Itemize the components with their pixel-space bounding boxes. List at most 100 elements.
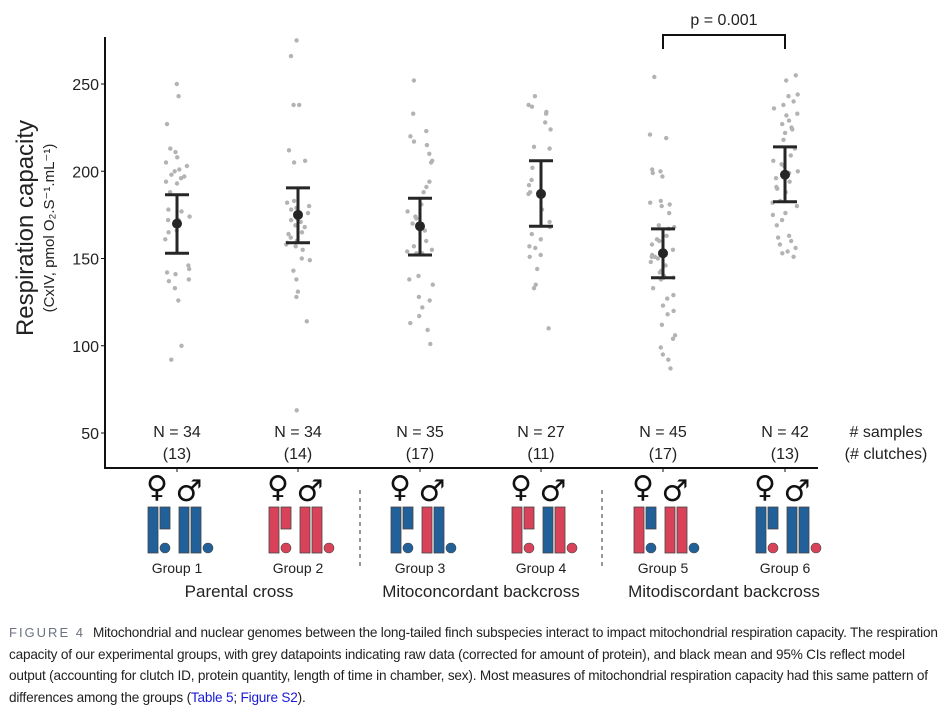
datapoint bbox=[535, 266, 540, 272]
female-symbol-icon: ♀ bbox=[754, 470, 776, 505]
y-tick-label: 150 bbox=[72, 252, 99, 269]
datapoint bbox=[184, 163, 190, 169]
datapoint bbox=[405, 209, 410, 214]
datapoint bbox=[416, 294, 422, 300]
datapoint bbox=[291, 198, 297, 204]
datapoint bbox=[795, 111, 800, 116]
datapoint bbox=[538, 237, 543, 242]
male-chromosome-2 bbox=[190, 506, 202, 554]
datapoint bbox=[650, 167, 655, 172]
p-value-label: p = 0.001 bbox=[690, 12, 757, 29]
datapoint bbox=[163, 160, 169, 165]
significance-bracket bbox=[662, 34, 786, 49]
datapoint bbox=[793, 73, 798, 78]
datapoint bbox=[533, 245, 538, 251]
male-chromosome-2 bbox=[433, 506, 445, 554]
datapoint bbox=[780, 121, 785, 127]
female-mito-dot bbox=[159, 542, 171, 554]
datapoint bbox=[416, 273, 421, 279]
figure-s2-link[interactable]: Figure S2 bbox=[240, 689, 298, 705]
datapoint bbox=[427, 298, 432, 303]
male-chromosome-1 bbox=[786, 506, 798, 554]
datapoint bbox=[178, 176, 184, 181]
datapoint bbox=[777, 242, 783, 247]
datapoint bbox=[783, 210, 788, 216]
datapoint bbox=[670, 247, 676, 252]
datapoint bbox=[186, 277, 191, 282]
male-mito-dot bbox=[323, 542, 335, 554]
figure-caption: FIGURE 4 Mitochondrial and nuclear genome… bbox=[9, 622, 939, 708]
datapoint bbox=[658, 345, 663, 350]
male-symbol-icon: ♂ bbox=[297, 474, 324, 509]
datapoint bbox=[530, 165, 535, 170]
datapoint bbox=[176, 298, 181, 303]
n-samples-label: N = 27 bbox=[517, 424, 565, 441]
datapoint bbox=[647, 132, 653, 137]
datapoint bbox=[424, 238, 429, 244]
datapoint bbox=[648, 259, 653, 265]
datapoint bbox=[529, 177, 534, 183]
datapoint bbox=[177, 167, 182, 172]
male-chromosome-2 bbox=[798, 506, 810, 554]
female-chromosome-short bbox=[645, 506, 657, 530]
datapoint bbox=[186, 263, 191, 268]
datapoint bbox=[297, 102, 302, 108]
datapoint bbox=[410, 221, 415, 226]
datapoint bbox=[306, 203, 312, 209]
datapoint bbox=[294, 38, 299, 43]
datapoint bbox=[307, 258, 312, 263]
datapoint bbox=[786, 233, 792, 238]
male-chromosome-1 bbox=[664, 506, 676, 554]
datapoint bbox=[414, 216, 419, 221]
datapoint bbox=[786, 94, 791, 99]
datapoint bbox=[166, 279, 172, 284]
datapoint bbox=[300, 247, 305, 252]
male-symbol-icon: ♂ bbox=[540, 474, 567, 509]
n-samples-label: N = 34 bbox=[274, 424, 322, 441]
datapoint bbox=[793, 245, 798, 251]
datapoint bbox=[533, 282, 538, 287]
datapoint bbox=[526, 191, 531, 197]
datapoint bbox=[668, 366, 673, 371]
datapoint bbox=[775, 186, 780, 191]
datapoint bbox=[786, 118, 792, 123]
datapoint bbox=[298, 219, 303, 225]
mean-point bbox=[780, 169, 790, 180]
table-5-link[interactable]: Table 5 bbox=[190, 689, 234, 705]
female-chromosome-full bbox=[147, 506, 159, 554]
female-symbol-icon: ♀ bbox=[510, 470, 532, 505]
male-symbol-icon: ♂ bbox=[419, 474, 446, 509]
datapoint bbox=[652, 74, 657, 80]
cross-category-label: Mitodiscordant backcross bbox=[628, 582, 820, 601]
n-samples-label: N = 35 bbox=[396, 424, 444, 441]
datapoint bbox=[779, 217, 785, 223]
group-label: Group 4 bbox=[516, 560, 567, 576]
datapoint bbox=[526, 183, 532, 188]
female-chromosome-full bbox=[390, 506, 402, 554]
datapoint bbox=[650, 286, 656, 291]
datapoint bbox=[666, 357, 671, 362]
datapoint bbox=[166, 207, 171, 212]
datapoint bbox=[529, 231, 534, 237]
caption-separator: ; bbox=[233, 689, 241, 705]
female-symbol-icon: ♀ bbox=[632, 470, 654, 505]
n-clutches-label: (14) bbox=[284, 446, 312, 463]
n-clutches-label: (11) bbox=[527, 446, 554, 463]
datapoint bbox=[427, 151, 432, 156]
male-symbol-icon: ♂ bbox=[176, 474, 203, 509]
male-symbol-icon: ♂ bbox=[784, 474, 811, 509]
female-symbol-icon: ♀ bbox=[389, 470, 411, 505]
datapoint bbox=[166, 230, 171, 235]
datapoint bbox=[773, 176, 779, 181]
male-chromosome-1 bbox=[421, 506, 433, 554]
datapoint bbox=[294, 294, 299, 300]
datapoint bbox=[411, 111, 416, 116]
datapoint bbox=[795, 169, 800, 174]
datapoint bbox=[288, 53, 294, 59]
male-mito-dot bbox=[810, 542, 822, 554]
male-symbol-icon: ♂ bbox=[662, 474, 689, 509]
female-chromosome-short bbox=[523, 506, 535, 530]
datapoint bbox=[774, 223, 779, 228]
male-mito-dot bbox=[202, 542, 214, 554]
datapoint bbox=[538, 252, 543, 258]
